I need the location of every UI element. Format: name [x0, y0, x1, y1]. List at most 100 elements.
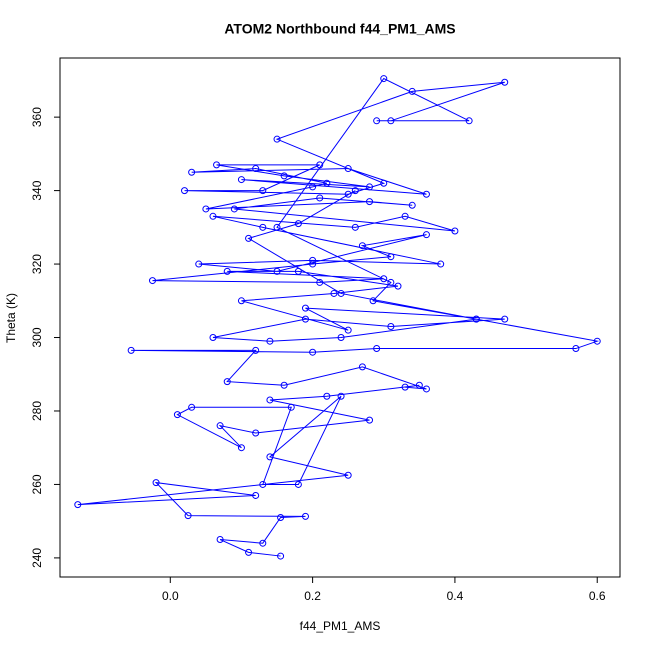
data-point — [380, 179, 388, 187]
data-point — [252, 491, 260, 499]
data-point — [301, 315, 309, 323]
data-point — [230, 205, 238, 213]
x-tick-label: 0.2 — [304, 589, 321, 603]
data-point — [216, 422, 224, 430]
data-point — [280, 172, 288, 180]
data-point — [266, 396, 274, 404]
y-tick-label: 340 — [30, 180, 44, 200]
data-point — [294, 220, 302, 228]
data-point — [188, 168, 196, 176]
data-point — [252, 429, 260, 437]
data-point — [188, 403, 196, 411]
data-point — [373, 117, 381, 125]
chart-title: ATOM2 Northbound f44_PM1_AMS — [224, 21, 455, 37]
data-point — [358, 242, 366, 250]
data-point — [259, 539, 267, 547]
data-point — [330, 289, 338, 297]
data-point — [152, 479, 160, 487]
x-axis-label: f44_PM1_AMS — [300, 619, 381, 633]
data-point — [202, 205, 210, 213]
data-point — [593, 337, 601, 345]
data-point — [501, 78, 509, 86]
x-tick-label: 0.4 — [447, 589, 464, 603]
data-point — [344, 190, 352, 198]
data-point — [323, 392, 331, 400]
data-point — [422, 190, 430, 198]
y-tick-label: 240 — [30, 548, 44, 568]
data-point — [323, 179, 331, 187]
data-point — [209, 334, 217, 342]
data-point — [173, 411, 181, 419]
data-point — [344, 165, 352, 173]
data-point — [351, 223, 359, 231]
data-point — [415, 381, 423, 389]
data-point — [149, 277, 157, 285]
y-tick-label: 260 — [30, 474, 44, 494]
data-point — [294, 267, 302, 275]
data-point — [422, 385, 430, 393]
data-point — [451, 227, 459, 235]
data-point — [309, 256, 317, 264]
data-point — [337, 289, 345, 297]
data-point — [358, 363, 366, 371]
data-point — [266, 453, 274, 461]
data-line — [77, 77, 600, 557]
data-point — [184, 512, 192, 520]
data-point — [387, 278, 395, 286]
data-point — [401, 212, 409, 220]
data-point — [366, 416, 374, 424]
y-tick-label: 280 — [30, 401, 44, 421]
x-tick-label: 0.6 — [589, 589, 606, 603]
y-axis-label: Theta (K) — [4, 293, 18, 343]
data-point — [369, 297, 377, 305]
data-point — [237, 176, 245, 184]
y-tick-label: 320 — [30, 254, 44, 274]
data-point — [195, 260, 203, 268]
data-point — [373, 345, 381, 353]
data-point — [316, 194, 324, 202]
data-point — [237, 297, 245, 305]
data-point — [344, 326, 352, 334]
data-point — [309, 260, 317, 268]
data-point — [280, 381, 288, 389]
data-point — [337, 392, 345, 400]
data-point — [287, 403, 295, 411]
data-point — [301, 304, 309, 312]
data-point — [216, 536, 224, 544]
data-point — [213, 161, 221, 169]
data-point — [472, 315, 480, 323]
data-point — [408, 201, 416, 209]
data-point — [501, 315, 509, 323]
data-point — [259, 223, 267, 231]
data-point — [252, 165, 260, 173]
y-tick-label: 300 — [30, 327, 44, 347]
data-point — [259, 187, 267, 195]
data-point — [437, 260, 445, 268]
data-point — [245, 234, 253, 242]
data-point — [316, 161, 324, 169]
y-tick-label: 360 — [30, 107, 44, 127]
data-point — [237, 444, 245, 452]
data-point — [309, 183, 317, 191]
data-point — [366, 183, 374, 191]
data-point — [387, 253, 395, 261]
data-point — [273, 223, 281, 231]
data-point — [294, 480, 302, 488]
data-point — [259, 480, 267, 488]
data-point — [337, 334, 345, 342]
data-point — [316, 278, 324, 286]
data-point — [127, 346, 135, 354]
data-point — [401, 383, 409, 391]
data-point — [181, 187, 189, 195]
data-point — [408, 87, 416, 95]
data-point — [366, 198, 374, 206]
data-point — [394, 282, 402, 290]
data-point — [74, 501, 82, 509]
data-point — [223, 267, 231, 275]
data-point — [252, 346, 260, 354]
data-point — [273, 267, 281, 275]
data-point — [387, 117, 395, 125]
data-point — [223, 378, 231, 386]
